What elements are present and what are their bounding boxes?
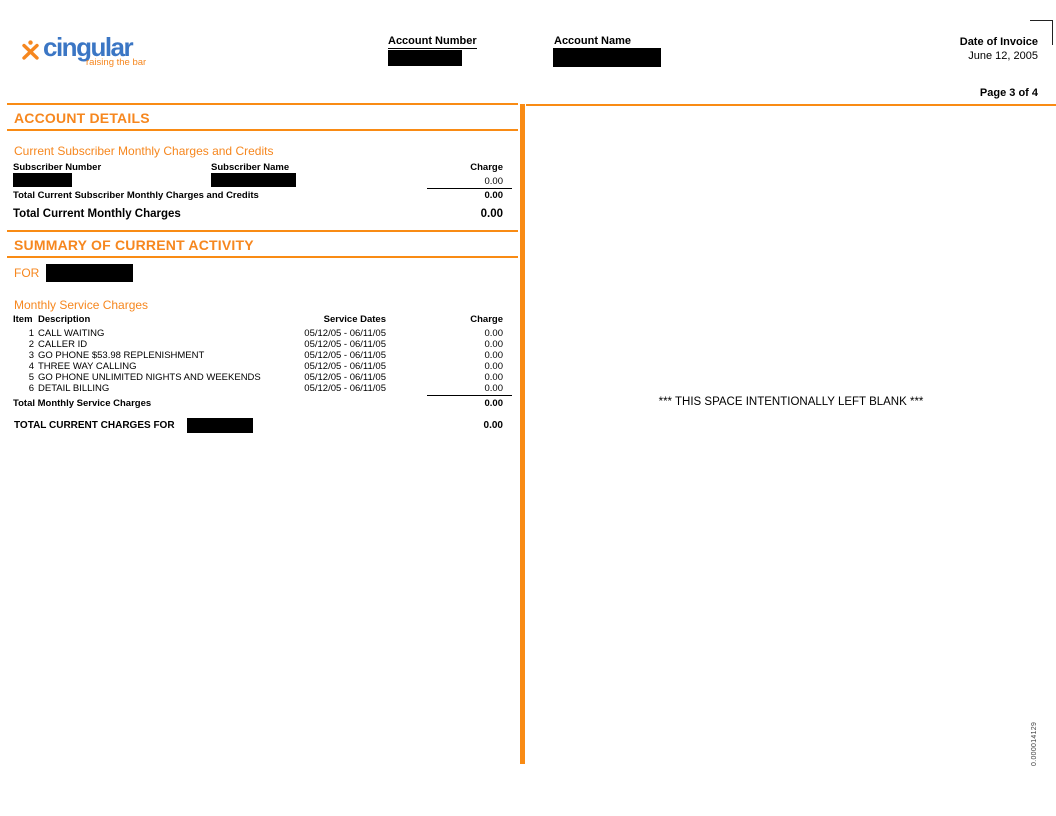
account-number-label: Account Number (388, 35, 477, 49)
service-row: 1 CALL WAITING 05/12/05 - 06/11/05 0.00 (0, 328, 520, 340)
service-dates-header: Service Dates (323, 314, 386, 325)
service-row-charge: 0.00 (484, 328, 504, 339)
subscriber-name-header: Subscriber Name (211, 162, 290, 173)
subscriber-row-charge: 0.00 (484, 176, 504, 187)
item-header: Item (13, 314, 33, 325)
account-details-title: ACCOUNT DETAILS (14, 110, 150, 126)
subscriber-number-header: Subscriber Number (13, 162, 102, 173)
service-row-description: GO PHONE UNLIMITED NIGHTS AND WEEKENDS (38, 372, 261, 383)
crop-mark-vertical (1052, 20, 1053, 45)
date-of-invoice-value: June 12, 2005 (968, 50, 1038, 62)
service-row-charge: 0.00 (484, 361, 504, 372)
blank-space-notice: *** THIS SPACE INTENTIONALLY LEFT BLANK … (658, 396, 924, 408)
service-row-dates: 05/12/05 - 06/11/05 (304, 328, 386, 339)
crop-mark-horizontal (1030, 20, 1053, 21)
subscriber-section-title: Current Subscriber Monthly Charges and C… (14, 144, 274, 158)
summary-rule-bottom (7, 256, 518, 258)
service-row-charge: 0.00 (484, 383, 504, 394)
description-header: Description (38, 314, 91, 325)
service-row-charge: 0.00 (484, 350, 504, 361)
service-row-charge: 0.00 (484, 372, 504, 383)
top-rule-right (526, 104, 1056, 106)
redacted-for-subscriber (46, 264, 133, 282)
page-indicator: Page 3 of 4 (979, 87, 1038, 99)
date-of-invoice-label: Date of Invoice (959, 36, 1038, 48)
edge-document-code: 0.000014129 (1031, 721, 1038, 766)
total-current-monthly-label: Total Current Monthly Charges (13, 208, 181, 220)
total-current-charges-value: 0.00 (483, 420, 503, 431)
service-table-header: Item Description Service Dates Charge (0, 314, 520, 326)
service-row-description: GO PHONE $53.98 REPLENISHMENT (38, 350, 205, 361)
total-current-charges-row: TOTAL CURRENT CHARGES FOR 0.00 (0, 420, 520, 432)
service-total-label: Total Monthly Service Charges (13, 398, 152, 409)
service-row-description: DETAIL BILLING (38, 383, 110, 394)
redacted-subscriber-number (13, 173, 72, 187)
total-current-charges-label: TOTAL CURRENT CHARGES FOR (14, 420, 175, 431)
service-row-charge: 0.00 (484, 339, 504, 350)
service-row-description: THREE WAY CALLING (38, 361, 137, 372)
service-row-item: 4 (28, 361, 34, 372)
total-current-monthly-row: Total Current Monthly Charges 0.00 (0, 208, 520, 220)
service-row-dates: 05/12/05 - 06/11/05 (304, 361, 386, 372)
redacted-account-name (553, 48, 661, 67)
service-row: 2 CALLER ID 05/12/05 - 06/11/05 0.00 (0, 339, 520, 351)
service-total-value: 0.00 (484, 398, 504, 409)
service-row-dates: 05/12/05 - 06/11/05 (304, 339, 386, 350)
service-total-rule (427, 395, 512, 397)
service-row-dates: 05/12/05 - 06/11/05 (304, 372, 386, 383)
cingular-logo: cingular raising the bar (20, 32, 200, 70)
account-details-underline (7, 129, 518, 131)
service-row-dates: 05/12/05 - 06/11/05 (304, 350, 386, 361)
service-row: 3 GO PHONE $53.98 REPLENISHMENT 05/12/05… (0, 350, 520, 362)
subscriber-table-header: Subscriber Number Subscriber Name Charge (0, 162, 520, 174)
subscriber-total-rule (427, 188, 512, 190)
service-row-item: 1 (28, 328, 34, 339)
service-row: 6 DETAIL BILLING 05/12/05 - 06/11/05 0.0… (0, 383, 520, 395)
service-row-description: CALL WAITING (38, 328, 105, 339)
subscriber-table-row: 0.00 (0, 176, 520, 188)
subscriber-total-label: Total Current Subscriber Monthly Charges… (13, 190, 259, 201)
monthly-service-title: Monthly Service Charges (14, 298, 149, 312)
total-current-monthly-value: 0.00 (480, 208, 503, 220)
summary-rule-top (7, 230, 518, 232)
subscriber-total-value: 0.00 (484, 190, 504, 201)
service-total-row: Total Monthly Service Charges 0.00 (0, 398, 520, 410)
top-rule-left (7, 103, 518, 105)
service-row-item: 2 (28, 339, 34, 350)
redacted-total-subscriber (187, 418, 253, 433)
service-row: 5 GO PHONE UNLIMITED NIGHTS AND WEEKENDS… (0, 372, 520, 384)
service-row-description: CALLER ID (38, 339, 88, 350)
subscriber-total-row: Total Current Subscriber Monthly Charges… (0, 190, 520, 202)
brand-wordmark: cingular (43, 32, 134, 62)
service-row-item: 6 (28, 383, 34, 394)
for-label: FOR (14, 266, 40, 280)
column-divider (520, 104, 525, 764)
redacted-subscriber-name (211, 173, 296, 187)
service-row-item: 3 (28, 350, 34, 361)
cingular-jack-icon (22, 40, 39, 60)
account-name-label: Account Name (554, 35, 632, 49)
service-charge-header: Charge (470, 314, 503, 325)
service-row: 4 THREE WAY CALLING 05/12/05 - 06/11/05 … (0, 361, 520, 373)
brand-tagline: raising the bar (86, 57, 147, 68)
summary-title: SUMMARY OF CURRENT ACTIVITY (14, 237, 254, 253)
service-row-dates: 05/12/05 - 06/11/05 (304, 383, 386, 394)
charge-header: Charge (470, 162, 503, 173)
redacted-account-number (388, 50, 462, 66)
service-row-item: 5 (28, 372, 34, 383)
